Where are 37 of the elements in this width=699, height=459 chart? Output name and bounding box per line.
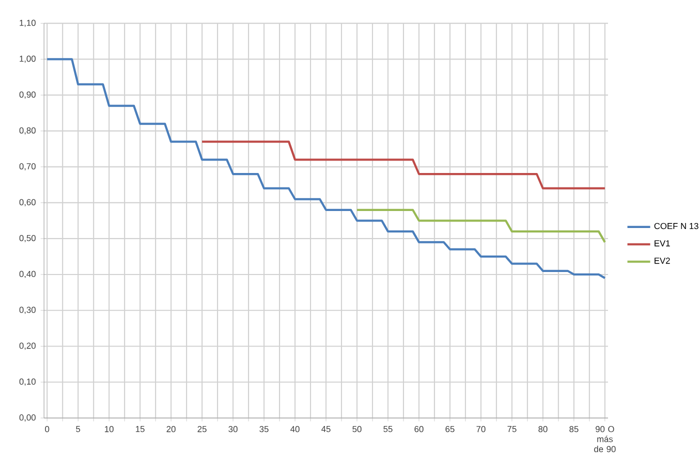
y-tick-label: 0,40 [19, 270, 36, 278]
x-tick-label: 0 [45, 426, 50, 432]
y-tick-label: 1,10 [20, 20, 36, 27]
y-tick-label: 0,60 [19, 199, 36, 206]
x-tick-label: 80 [538, 426, 548, 432]
legend-label: EV1 [654, 240, 670, 246]
x-tick-label: 70 [476, 426, 486, 432]
x-tick-label: 45 [321, 426, 330, 432]
x-tick-label: 60 [414, 426, 424, 432]
x-tick-label: 15 [136, 426, 145, 432]
x-tick-label: 85 [569, 426, 578, 432]
x-tick-label: 30 [228, 426, 238, 432]
x-tick-label: 55 [384, 426, 392, 432]
x-tick-label: 90 O más de 90 [594, 426, 616, 452]
legend-label: COEF N 13 [654, 222, 698, 230]
x-tick-label: 35 [260, 426, 268, 432]
y-tick-label: 0,10 [19, 378, 36, 386]
line-series [356, 208, 606, 244]
x-tick-label: 75 [508, 426, 516, 432]
legend-label: EV2 [654, 258, 670, 264]
line-series [200, 140, 606, 190]
y-tick-label: 0,00 [19, 414, 36, 422]
line-series [46, 58, 606, 280]
x-tick-label: 50 [352, 426, 362, 432]
y-tick-label: 0,30 [19, 306, 36, 314]
x-tick-label: 65 [446, 426, 454, 432]
y-tick-label: 0,90 [19, 92, 36, 99]
y-tick-label: 0,80 [19, 127, 36, 135]
y-tick-label: 0,20 [19, 342, 36, 350]
x-tick-label: 10 [104, 426, 114, 432]
x-tick-label: 20 [166, 426, 176, 432]
x-tick-label: 25 [198, 426, 206, 432]
y-tick-label: 0,70 [19, 163, 36, 170]
x-tick-label: 40 [290, 426, 300, 432]
y-tick-label: 1,00 [20, 56, 36, 63]
y-tick-label: 0,50 [19, 235, 36, 242]
x-tick-label: 5 [76, 426, 80, 432]
